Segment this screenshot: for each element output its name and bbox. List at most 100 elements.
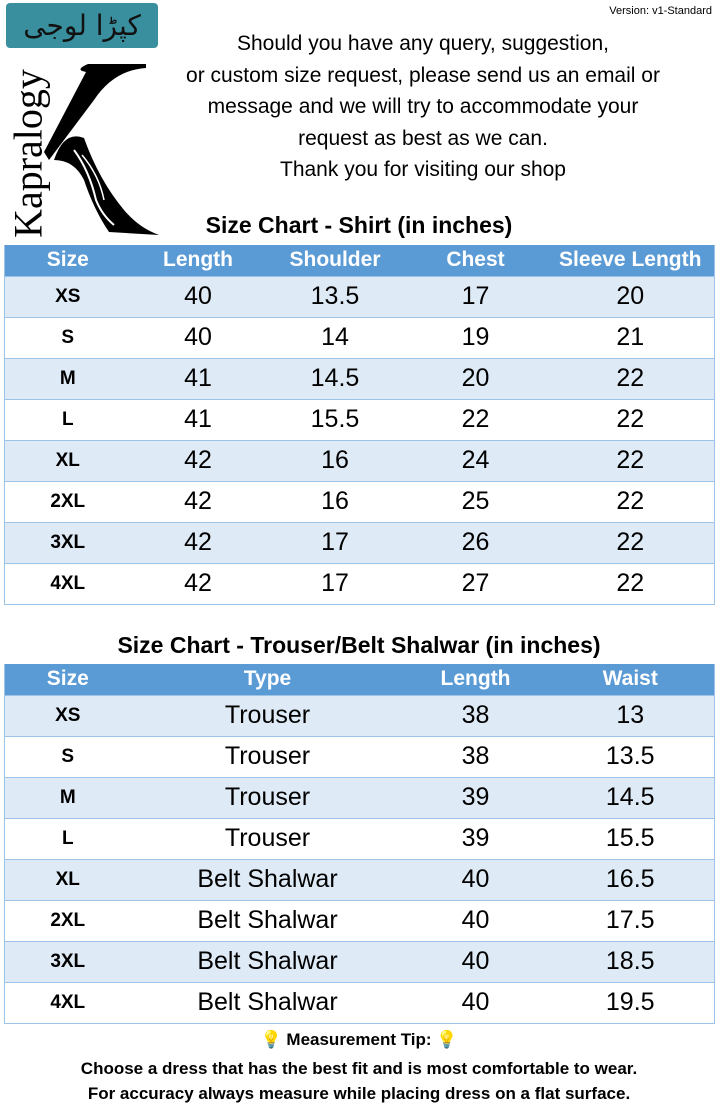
table-row: L 41 15.5 22 22 bbox=[4, 398, 715, 441]
table-row: 4XL 42 17 27 22 bbox=[4, 562, 715, 605]
value-cell: 27 bbox=[404, 562, 547, 605]
urdu-logo: کپڑا لوجی bbox=[6, 3, 158, 48]
value-cell: 40 bbox=[130, 275, 266, 318]
table-row: 3XL Belt Shalwar 40 18.5 bbox=[4, 940, 715, 983]
value-cell: 17 bbox=[265, 521, 405, 564]
table-row: M 41 14.5 20 22 bbox=[4, 357, 715, 400]
size-cell: S bbox=[4, 316, 131, 359]
column-header: Length bbox=[130, 245, 266, 276]
lightbulb-icon: 💡 bbox=[436, 1030, 458, 1049]
column-header: Shoulder bbox=[265, 245, 405, 276]
size-cell: S bbox=[4, 735, 131, 778]
shirt-size-table: Size Length Shoulder Chest Sleeve Length XS 40… bbox=[4, 245, 715, 605]
value-cell: Trouser bbox=[130, 694, 405, 737]
tip-label: Measurement Tip: bbox=[286, 1030, 432, 1049]
table-row: M Trouser 39 14.5 bbox=[4, 776, 715, 819]
column-header: Sleeve Length bbox=[546, 245, 715, 276]
size-cell: XL bbox=[4, 439, 131, 482]
trouser-size-table: Size Type Length Waist XS Trouser 38 13 S Trouser… bbox=[4, 664, 715, 1024]
value-cell: 38 bbox=[404, 735, 547, 778]
size-cell: 3XL bbox=[4, 521, 131, 564]
message-line: Should you have any query, suggestion, bbox=[236, 32, 610, 55]
table-row: XS 40 13.5 17 20 bbox=[4, 275, 715, 318]
value-cell: Belt Shalwar bbox=[130, 899, 405, 942]
column-header: Size bbox=[4, 245, 131, 276]
table-row: XL Belt Shalwar 40 16.5 bbox=[4, 858, 715, 901]
value-cell: 39 bbox=[404, 817, 547, 860]
value-cell: 42 bbox=[130, 562, 266, 605]
table-row: S 40 14 19 21 bbox=[4, 316, 715, 359]
size-cell: L bbox=[4, 817, 131, 860]
value-cell: 15.5 bbox=[546, 817, 715, 860]
column-header: Length bbox=[404, 664, 547, 695]
shirt-chart-title: Size Chart - Shirt (in inches) bbox=[205, 212, 513, 238]
value-cell: 14.5 bbox=[546, 776, 715, 819]
size-cell: 2XL bbox=[4, 899, 131, 942]
value-cell: 22 bbox=[546, 357, 715, 400]
value-cell: 40 bbox=[404, 940, 547, 983]
size-cell: XS bbox=[4, 694, 131, 737]
size-cell: M bbox=[4, 776, 131, 819]
table-row: XS Trouser 38 13 bbox=[4, 694, 715, 737]
version-label: Version: v1-Standard bbox=[609, 5, 712, 17]
trouser-chart-title: Size Chart - Trouser/Belt Shalwar (in in… bbox=[117, 632, 601, 658]
value-cell: 22 bbox=[546, 562, 715, 605]
size-cell: 3XL bbox=[4, 940, 131, 983]
value-cell: 16 bbox=[265, 480, 405, 523]
table-row: L Trouser 39 15.5 bbox=[4, 817, 715, 860]
value-cell: Trouser bbox=[130, 776, 405, 819]
table-row: 3XL 42 17 26 22 bbox=[4, 521, 715, 564]
value-cell: 16.5 bbox=[546, 858, 715, 901]
table-row: XL 42 16 24 22 bbox=[4, 439, 715, 482]
column-header: Waist bbox=[546, 664, 715, 695]
size-cell: L bbox=[4, 398, 131, 441]
value-cell: 14.5 bbox=[265, 357, 405, 400]
table-row: S Trouser 38 13.5 bbox=[4, 735, 715, 778]
value-cell: 13.5 bbox=[546, 735, 715, 778]
lightbulb-icon: 💡 bbox=[260, 1030, 282, 1049]
value-cell: 13 bbox=[546, 694, 715, 737]
value-cell: 41 bbox=[130, 357, 266, 400]
value-cell: 22 bbox=[546, 480, 715, 523]
contact-message: Should you have any query, suggestion, o… bbox=[140, 28, 706, 186]
value-cell: 42 bbox=[130, 439, 266, 482]
value-cell: 22 bbox=[404, 398, 547, 441]
value-cell: Belt Shalwar bbox=[130, 981, 405, 1024]
tip-line: For accuracy always measure while placin… bbox=[87, 1084, 631, 1103]
value-cell: 16 bbox=[265, 439, 405, 482]
value-cell: Trouser bbox=[130, 735, 405, 778]
message-line: or custom size request, please send us a… bbox=[186, 63, 660, 87]
value-cell: 20 bbox=[546, 275, 715, 318]
value-cell: 40 bbox=[404, 858, 547, 901]
table-row: 2XL 42 16 25 22 bbox=[4, 480, 715, 523]
value-cell: 22 bbox=[546, 439, 715, 482]
column-header: Type bbox=[130, 664, 405, 695]
value-cell: 22 bbox=[546, 398, 715, 441]
value-cell: Belt Shalwar bbox=[130, 858, 405, 901]
value-cell: Trouser bbox=[130, 817, 405, 860]
value-cell: 22 bbox=[546, 521, 715, 564]
value-cell: 17 bbox=[404, 275, 547, 318]
size-cell: 4XL bbox=[4, 981, 131, 1024]
tip-line: Choose a dress that has the best fit and… bbox=[80, 1059, 638, 1078]
table-row: 4XL Belt Shalwar 40 19.5 bbox=[4, 981, 715, 1024]
value-cell: 15.5 bbox=[265, 398, 405, 441]
value-cell: 17 bbox=[265, 562, 405, 605]
message-line: message and we will try to accommodate y… bbox=[207, 95, 639, 118]
value-cell: 18.5 bbox=[546, 940, 715, 983]
value-cell: 40 bbox=[130, 316, 266, 359]
size-cell: 2XL bbox=[4, 480, 131, 523]
size-cell: XS bbox=[4, 275, 131, 318]
value-cell: 13.5 bbox=[265, 275, 405, 318]
size-cell: XL bbox=[4, 858, 131, 901]
column-header: Chest bbox=[404, 245, 547, 276]
value-cell: Belt Shalwar bbox=[130, 940, 405, 983]
value-cell: 40 bbox=[404, 981, 547, 1024]
message-line: request as best as we can. bbox=[298, 126, 548, 150]
size-cell: 4XL bbox=[4, 562, 131, 605]
value-cell: 24 bbox=[404, 439, 547, 482]
value-cell: 21 bbox=[546, 316, 715, 359]
value-cell: 40 bbox=[404, 899, 547, 942]
size-cell: M bbox=[4, 357, 131, 400]
value-cell: 19 bbox=[404, 316, 547, 359]
